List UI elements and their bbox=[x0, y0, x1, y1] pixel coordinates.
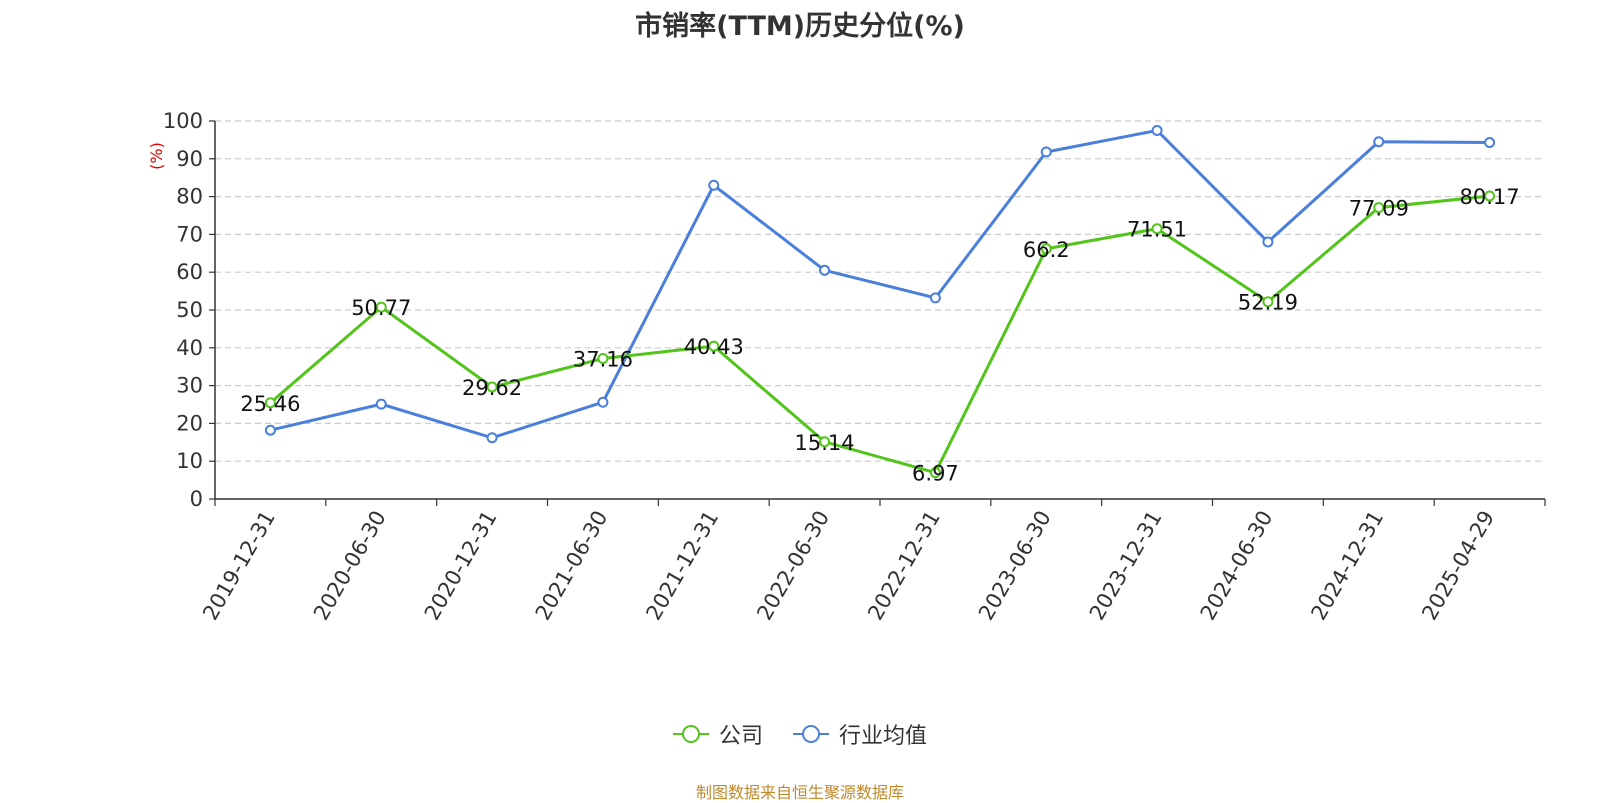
data-point bbox=[1262, 296, 1274, 308]
data-label: 80.17 bbox=[1460, 185, 1520, 209]
data-label: 6.97 bbox=[912, 462, 959, 486]
legend-item-industry-average[interactable]: 行业均值 bbox=[793, 718, 927, 750]
y-tick-label: 70 bbox=[176, 222, 203, 246]
data-label: 25.46 bbox=[240, 392, 300, 416]
x-tick-label: 2022-06-30 bbox=[752, 507, 834, 625]
data-point bbox=[597, 396, 609, 408]
legend: 公司 行业均值 bbox=[0, 718, 1600, 750]
legend-label-industry-average: 行业均值 bbox=[839, 724, 928, 749]
data-point bbox=[486, 432, 498, 444]
data-point bbox=[1373, 202, 1385, 214]
data-point bbox=[929, 467, 941, 479]
x-tick-label: 2019-12-31 bbox=[198, 507, 280, 625]
data-point bbox=[708, 179, 720, 191]
y-tick-label: 80 bbox=[176, 185, 203, 209]
y-tick-label: 60 bbox=[176, 260, 203, 284]
y-tick-label: 20 bbox=[176, 411, 203, 435]
y-axis-label: (%) bbox=[147, 142, 166, 170]
data-point bbox=[819, 436, 831, 448]
data-labels: 25.46 50.77 29.62 37.16 40.43 15.14 6.97 66.2 71… bbox=[240, 185, 1519, 486]
data-label: 52.19 bbox=[1238, 291, 1298, 315]
x-tick-label: 2021-06-30 bbox=[531, 507, 613, 625]
data-label: 15.14 bbox=[795, 431, 855, 455]
x-tick-label: 2023-06-30 bbox=[974, 507, 1056, 625]
data-label: 29.62 bbox=[462, 376, 522, 400]
data-point bbox=[264, 424, 276, 436]
legend-line-circle-icon bbox=[793, 725, 829, 743]
y-tick-label: 90 bbox=[176, 147, 203, 171]
data-label: 37.16 bbox=[573, 348, 633, 372]
source-note: 制图数据来自恒生聚源数据库 bbox=[695, 783, 904, 802]
x-tick-label: 2025-04-29 bbox=[1417, 507, 1499, 625]
legend-item-company[interactable]: 公司 bbox=[672, 718, 763, 750]
x-tick-label: 2024-12-31 bbox=[1306, 507, 1388, 625]
x-tick-label: 2022-12-31 bbox=[863, 507, 945, 625]
data-label: 40.43 bbox=[684, 335, 744, 359]
y-tick-label: 100 bbox=[163, 109, 203, 133]
series-lines bbox=[264, 124, 1496, 479]
data-label: 50.77 bbox=[351, 296, 411, 320]
legend-line-circle-icon bbox=[672, 725, 709, 743]
data-label: 77.09 bbox=[1349, 197, 1409, 221]
chart-title: 市销率(TTM)历史分位(%) bbox=[635, 11, 965, 42]
data-point bbox=[264, 397, 276, 409]
data-point bbox=[1151, 223, 1163, 235]
data-point bbox=[1040, 243, 1052, 255]
x-tick-label: 2023-12-31 bbox=[1085, 507, 1167, 625]
y-tick-label: 40 bbox=[176, 336, 203, 360]
x-tick-label: 2024-06-30 bbox=[1196, 507, 1278, 625]
data-point bbox=[1484, 190, 1496, 202]
data-label: 66.2 bbox=[1023, 238, 1070, 262]
data-point bbox=[375, 301, 387, 313]
y-tick-label: 50 bbox=[176, 298, 203, 322]
data-point bbox=[1484, 137, 1496, 149]
data-point bbox=[486, 381, 498, 393]
data-point bbox=[1373, 136, 1385, 148]
data-point bbox=[1040, 146, 1052, 158]
axes: 0 10 20 30 40 50 60 70 80 90 100 (%) 2019-12-31 2020-… bbox=[147, 109, 1546, 625]
data-point bbox=[819, 264, 831, 276]
x-tick-label: 2020-12-31 bbox=[420, 507, 502, 625]
legend-label-company: 公司 bbox=[718, 724, 763, 749]
y-tick-label: 30 bbox=[176, 374, 203, 398]
y-tick-label: 0 bbox=[190, 487, 203, 511]
data-point bbox=[929, 292, 941, 304]
series-line-company bbox=[269, 194, 1490, 475]
data-point bbox=[597, 353, 609, 365]
y-tick-label: 10 bbox=[176, 449, 203, 473]
x-tick-label: 2021-12-31 bbox=[641, 507, 723, 625]
series-line-industry-average bbox=[270, 128, 1490, 440]
data-point bbox=[1262, 236, 1274, 248]
data-point bbox=[375, 398, 387, 410]
data-point bbox=[1151, 124, 1163, 136]
data-point bbox=[708, 340, 720, 352]
data-label: 71.51 bbox=[1127, 218, 1187, 242]
x-tick-label: 2020-06-30 bbox=[309, 507, 391, 625]
